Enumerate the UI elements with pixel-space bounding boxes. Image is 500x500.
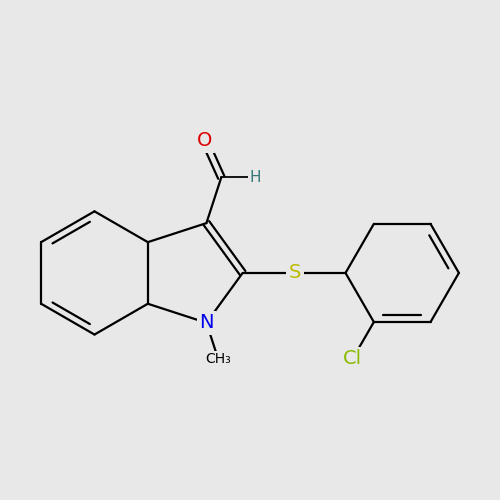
Text: Cl: Cl	[343, 350, 362, 368]
Text: O: O	[197, 132, 212, 150]
Text: S: S	[289, 264, 301, 282]
Text: H: H	[250, 170, 261, 185]
Text: CH₃: CH₃	[206, 352, 231, 366]
Text: N: N	[199, 314, 214, 332]
